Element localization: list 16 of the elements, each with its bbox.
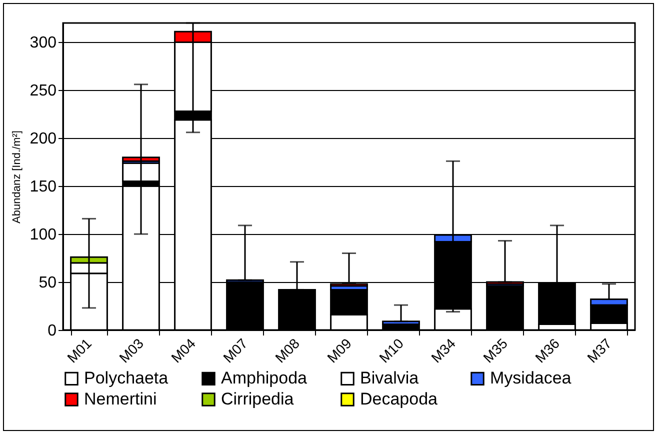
legend-label: Polychaeta [84,368,169,388]
x-tick-label: M01 [64,334,95,366]
legend-label: Cirripedia [221,390,294,408]
legend-label: Mysidacea [490,368,572,388]
legend-label: Decapoda [360,390,438,408]
legend-label: Bivalvia [360,368,420,388]
y-tick-label: 200 [30,130,57,148]
y-axis-title: Abundanz [Ind./m²] [10,130,23,224]
y-tick-label: 150 [30,178,57,196]
y-tick-label: 50 [38,274,57,292]
y-tick-label: 250 [30,82,57,100]
y-tick-label: 300 [30,34,57,52]
legend-label: Amphipoda [221,368,308,388]
legend-label: Nemertini [84,390,157,408]
y-tick-label: 0 [48,322,57,340]
y-tick-label: 100 [30,226,57,244]
